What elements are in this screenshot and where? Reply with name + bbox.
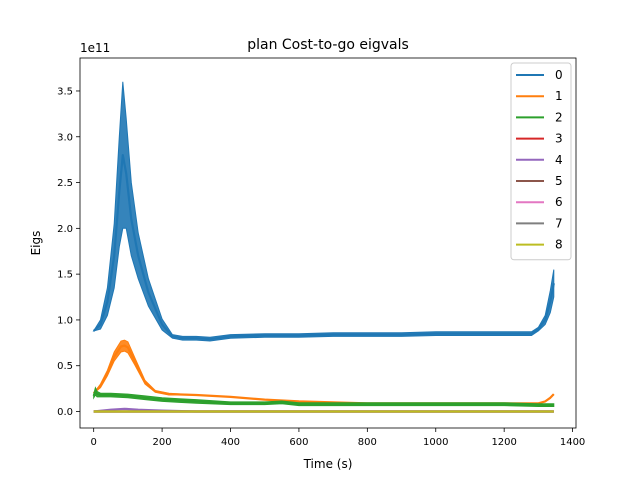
legend-label-0: 0 [555, 68, 563, 82]
series-0-line [92, 154, 555, 341]
y-tick-label: 0.0 [57, 407, 73, 418]
legend-label-1: 1 [555, 89, 563, 103]
y-tick-label: 0.5 [57, 361, 73, 372]
x-tick-label: 0 [90, 437, 96, 448]
y-tick-label: 3.0 [57, 132, 73, 143]
x-tick-label: 400 [221, 437, 240, 448]
x-tick-label: 800 [358, 437, 377, 448]
x-tick-label: 1000 [423, 437, 448, 448]
y-tick-label: 1.0 [57, 315, 73, 326]
x-axis-label: Time (s) [303, 457, 353, 471]
chart-title: plan Cost-to-go eigvals [247, 37, 409, 53]
y-tick-label: 2.5 [57, 178, 73, 189]
series-0-oscillation-band [92, 81, 555, 342]
x-axis: 0 200 400 600 800 1000 1200 1400 [90, 428, 585, 448]
y-axis: 0.0 0.5 1.0 1.5 2.0 2.5 3.0 3.5 [57, 86, 80, 418]
y-tick-label: 2.0 [57, 224, 73, 235]
x-tick-label: 600 [289, 437, 308, 448]
legend-label-3: 3 [555, 132, 563, 146]
legend-label-8: 8 [555, 238, 563, 252]
x-tick-label: 1200 [491, 437, 516, 448]
y-offset-label: 1e11 [80, 41, 110, 55]
series-2-line [92, 390, 554, 407]
legend: 0 1 2 3 4 5 6 7 8 [510, 62, 572, 261]
y-tick-label: 1.5 [57, 270, 73, 281]
legend-label-6: 6 [555, 195, 563, 209]
legend-label-2: 2 [555, 110, 563, 124]
series-1-line [92, 344, 555, 405]
legend-box [510, 62, 572, 261]
legend-label-5: 5 [555, 174, 563, 188]
series-layer [92, 81, 555, 413]
x-tick-label: 1400 [560, 437, 585, 448]
legend-label-7: 7 [555, 216, 563, 230]
plot-area-frame [79, 57, 577, 429]
y-axis-label: Eigs [29, 231, 43, 256]
y-tick-label: 3.5 [57, 86, 73, 97]
legend-label-4: 4 [555, 153, 563, 167]
x-tick-label: 200 [153, 437, 172, 448]
